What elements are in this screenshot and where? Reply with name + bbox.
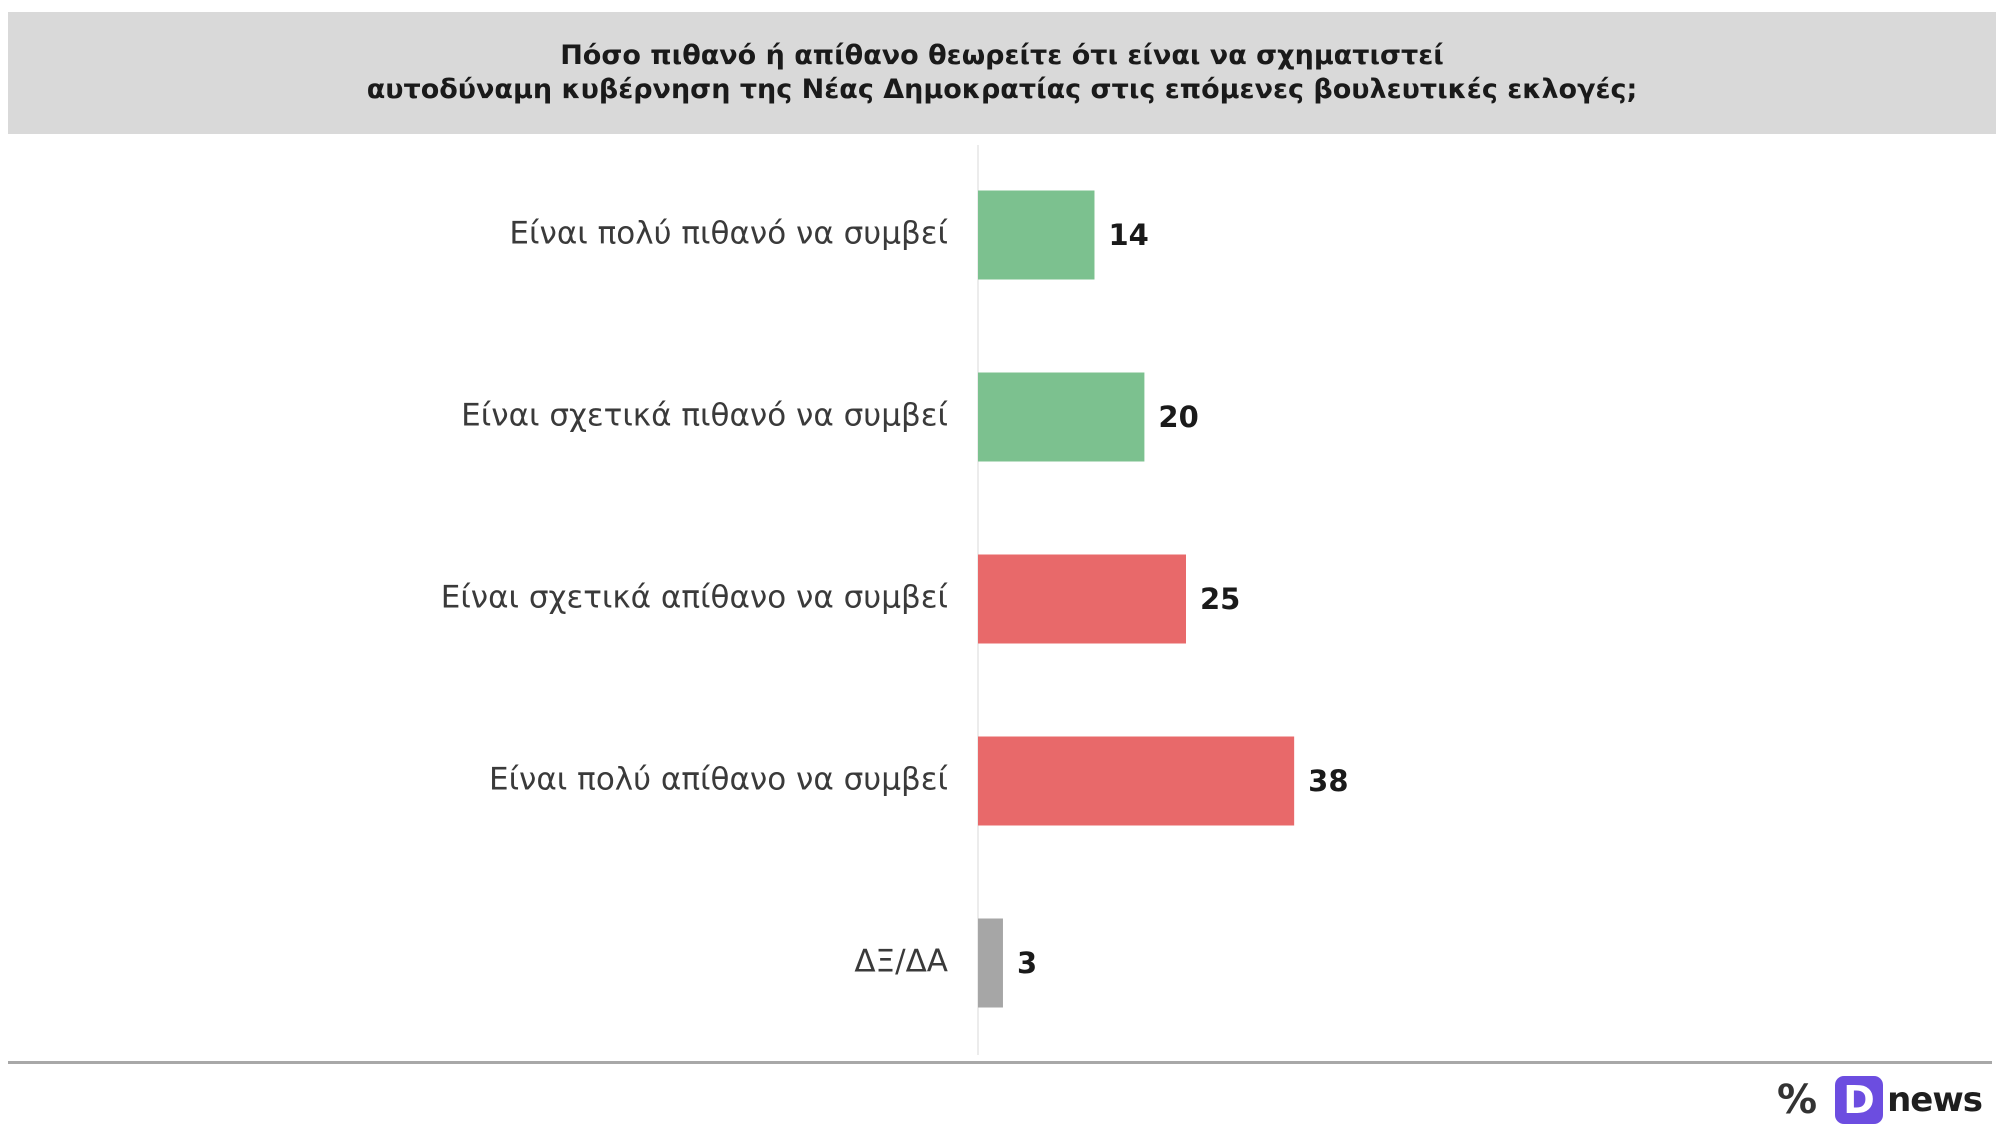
bar-1 [978,372,1145,462]
bar-series [978,190,1295,1008]
value-label-1: 20 [1158,400,1198,434]
value-label-4: 3 [1017,946,1037,980]
bar-2 [978,554,1186,644]
value-labels: 14 20 25 38 3 [1017,218,1349,980]
value-label-2: 25 [1200,582,1240,616]
value-label-3: 38 [1308,764,1348,798]
bar-0 [978,190,1095,280]
category-label-0: Είναι πολύ πιθανό να συμβεί [509,216,948,252]
title-band: Πόσο πιθανό ή απίθανο θεωρείτε ότι είναι… [8,12,1996,134]
bottom-divider [8,1061,1992,1064]
chart-title-line-1: Πόσο πιθανό ή απίθανο θεωρείτε ότι είναι… [560,40,1444,71]
percent-icon: % [1777,1077,1818,1123]
category-label-4: ΔΞ/ΔΑ [854,944,948,980]
category-labels: Είναι πολύ πιθανό να συμβεί Είναι σχετικά… [441,216,949,980]
d-badge-icon: D [1835,1076,1884,1124]
category-label-3: Είναι πολύ απίθανο να συμβεί [489,762,949,798]
value-label-0: 14 [1108,218,1148,252]
brand-word: news [1887,1080,1983,1120]
category-label-2: Είναι σχετικά απίθανο να συμβεί [441,580,949,616]
bar-4 [978,918,1003,1008]
chart-title-line-2: αυτοδύναμη κυβέρνηση της Νέας Δημοκρατία… [366,74,1638,105]
category-label-1: Είναι σχετικά πιθανό να συμβεί [461,398,948,434]
dnews-logo: % D news [1777,1072,1983,1128]
bar-3 [978,736,1295,826]
